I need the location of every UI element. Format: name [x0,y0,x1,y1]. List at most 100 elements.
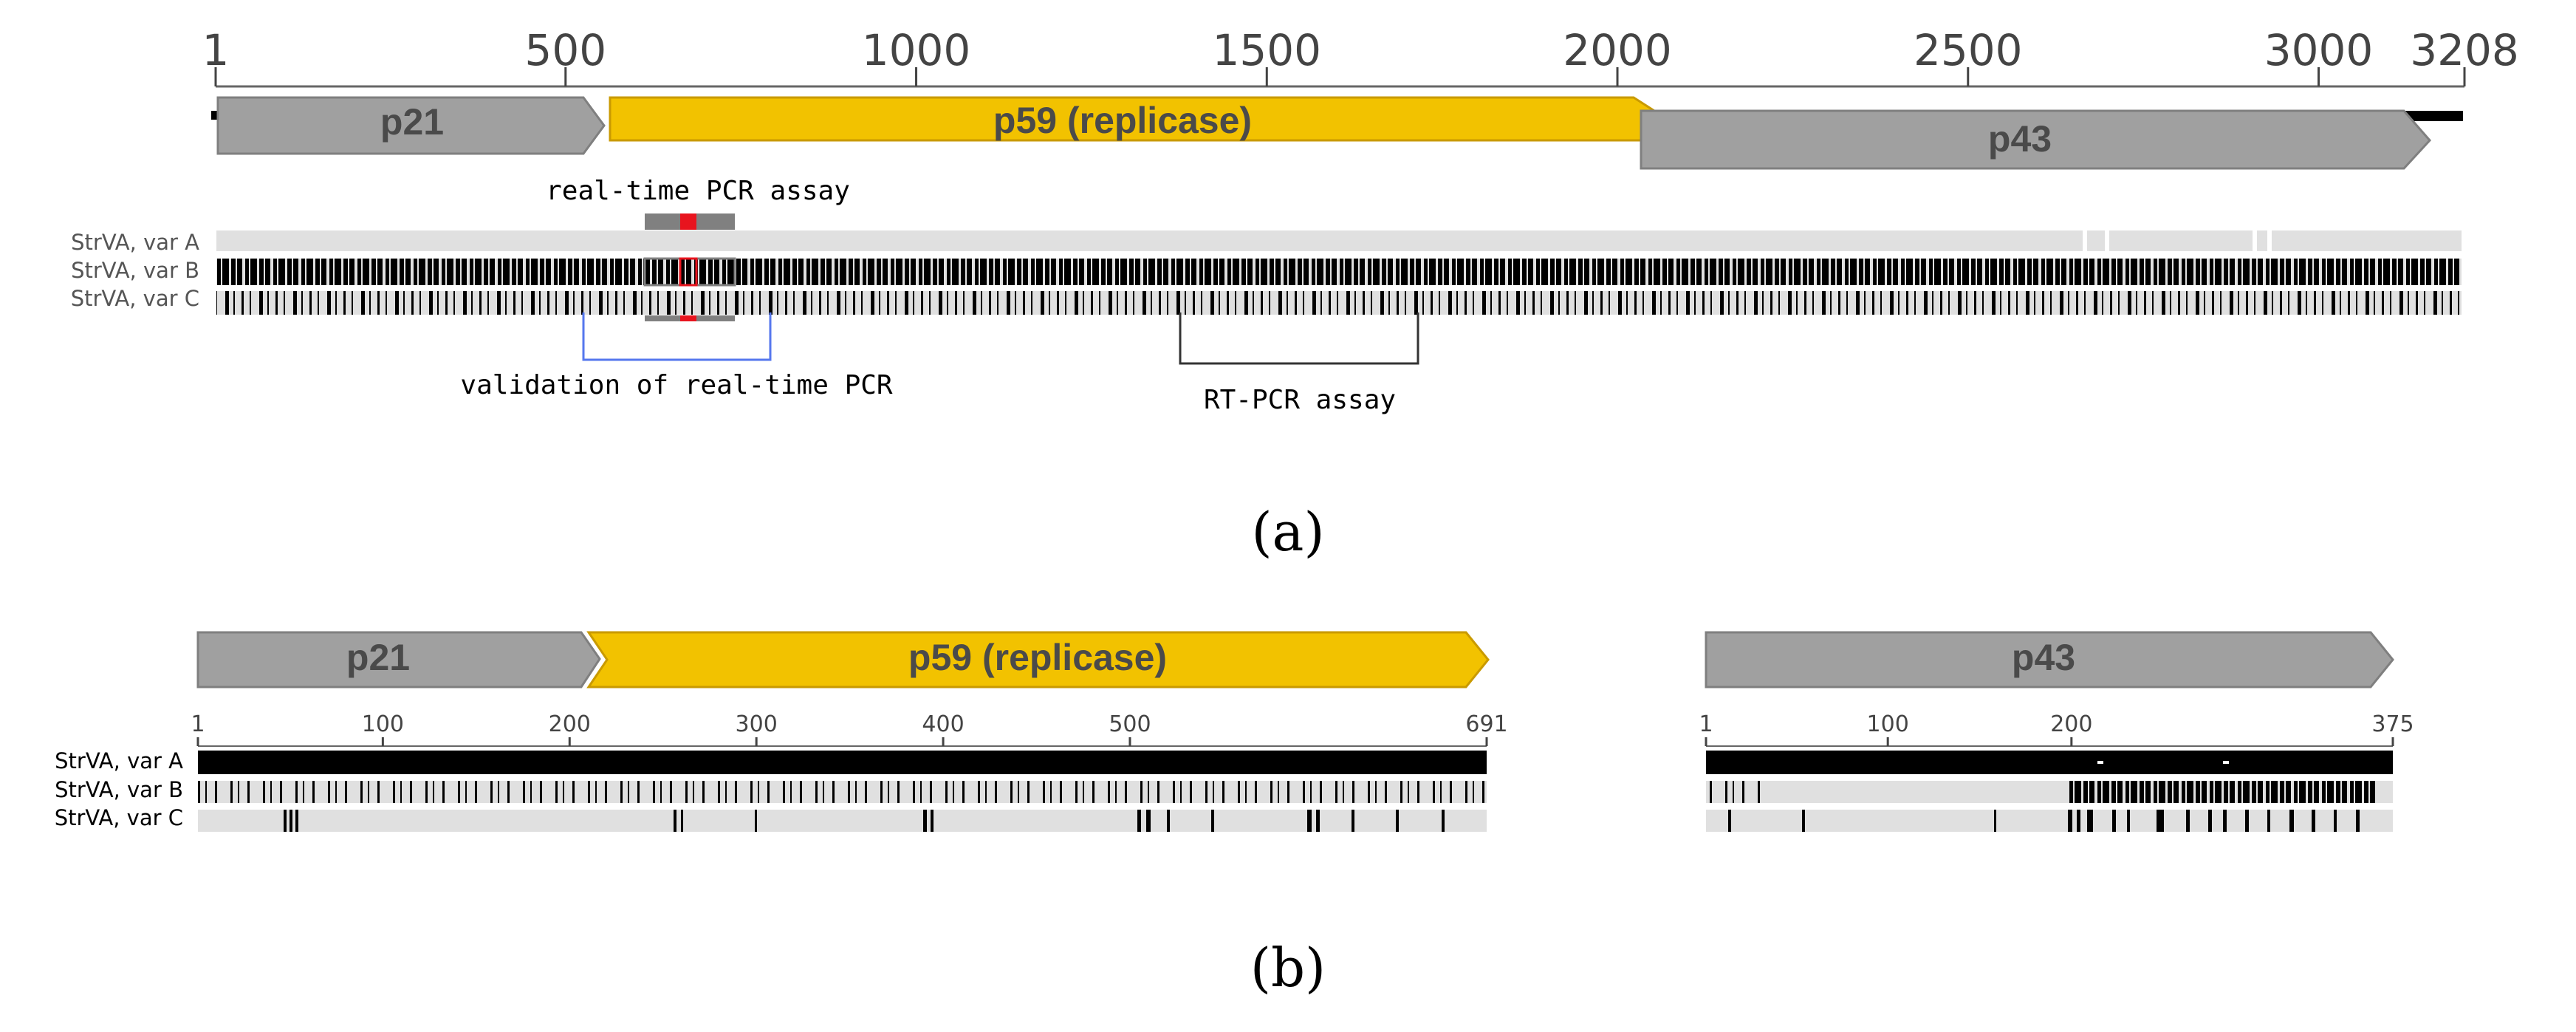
track-b-var-c-replicase [198,810,1487,832]
track-b-var-c-replicase-marks [284,810,1445,832]
variant-mark [2157,810,2164,832]
track-label-b-var-c: StrVA, var C [55,805,183,830]
variant-mark [755,810,757,832]
gene-label-p21-b: p21 [346,637,410,678]
track-label-var-a: StrVA, var A [71,230,199,255]
ruler-tick-label: 3208 [2410,25,2519,75]
variant-mark [1352,810,1354,832]
variant-mark [1994,810,1996,832]
variant-mark [1442,810,1445,832]
track-b-var-a-p43-gap [2223,761,2229,764]
track-var-a-gap [2267,230,2272,251]
variant-mark [2087,810,2093,832]
validation-bracket [582,312,772,361]
variant-mark [674,810,676,832]
ruler-tick-label: 2500 [1914,25,2023,75]
ruler-tick-label: 1000 [862,25,971,75]
panel-b: p21 p59 (replicase) p43 1 100 200 300 400 500… [55,631,2414,999]
variant-mark [1802,810,1805,832]
gene-arrow-p43-b [1705,631,2394,688]
ruler-tick-label: 1 [1699,711,1713,737]
caption-a: (a) [1251,501,1324,563]
replicase-ruler-ticks: 1 100 200 300 400 500 691 [191,711,1508,746]
track-var-b [216,259,2462,285]
track-label-b-var-a: StrVA, var A [55,748,183,773]
rtpcr-label: RT-PCR assay [1204,385,1396,415]
variant-mark [2245,810,2249,832]
track-b-var-b-replicase [198,781,1487,803]
variant-mark [2312,810,2315,832]
track-var-a-gap [2105,230,2109,251]
variant-mark [284,810,287,832]
ruler-ticks: 1 500 1000 1500 2000 2500 3000 3208 [202,25,2519,86]
track-label-var-b: StrVA, var B [71,258,199,283]
variant-mark [931,810,934,832]
realtime-pcr-label: real-time PCR assay [546,176,850,206]
track-label-b-var-b: StrVA, var B [55,777,183,802]
ruler-tick-label: 100 [362,711,404,737]
ruler-tick-label: 100 [1867,711,1909,737]
track-var-a-gap [2083,230,2087,251]
panel-a-genes: p21 p59 (replicase) p43 [216,96,2432,170]
track-b-var-b-p43-dense [2068,781,2378,803]
variant-mark [923,810,927,832]
variant-mark [295,810,298,832]
ruler-tick-label: 3000 [2264,25,2374,75]
ruler-tick-label: 1 [202,25,230,75]
realtime-pcr-probe-bottom [680,315,696,321]
ruler-tick-label: 500 [1109,711,1151,737]
gene-label-p21: p21 [380,101,444,143]
ruler-tick-label: 691 [1465,711,1507,737]
gene-label-p43-b: p43 [2012,637,2075,678]
track-b-var-c-p43 [1706,810,2393,832]
panel-a: 1 500 1000 1500 2000 2500 3000 3208 p21 p59 (re… [71,25,2519,563]
variant-mark [1307,810,1312,832]
track-label-var-c: StrVA, var C [71,286,199,311]
gene-arrow-p21 [216,96,606,155]
variant-mark [2186,810,2190,832]
variant-mark [1137,810,1141,832]
variant-mark [1316,810,1320,832]
variant-mark [681,810,683,832]
ruler-tick-label: 500 [524,25,606,75]
realtime-pcr-probe [680,213,696,230]
panel-a-ruler: 1 500 1000 1500 2000 2500 3000 3208 [202,25,2519,88]
ruler-tick-label: 1 [191,711,205,737]
track-b-var-b-p43-left [1706,781,1765,803]
variant-mark [2267,810,2270,832]
variant-mark [2289,810,2294,832]
gene-label-p59-b: p59 (replicase) [908,637,1167,678]
rtpcr-bracket [1179,312,1419,365]
variant-mark [1396,810,1399,832]
ruler-tick-label: 200 [2050,711,2092,737]
variant-mark [2077,810,2080,832]
gene-label-p59: p59 (replicase) [993,100,1252,141]
track-b-var-a-p43 [1706,751,2393,774]
variant-mark [1167,810,1170,832]
realtime-pcr-marker [643,213,736,321]
track-var-a-gap [2253,230,2257,251]
p43-ruler-ticks: 1 100 200 375 [1699,711,2414,746]
variant-mark [2223,810,2227,832]
variant-mark [1728,810,1731,832]
ruler-tick-label: 375 [2371,711,2414,737]
ruler-tick-label: 400 [922,711,964,737]
realtime-pcr-probe-box [679,257,698,287]
variant-mark [2356,810,2360,832]
gene-arrow-p21-b [196,631,601,688]
gene-label-p43: p43 [1988,118,2052,160]
genome-left-end [211,111,219,120]
variant-mark [1146,810,1151,832]
variant-mark [2127,810,2130,832]
ruler-tick-label: 200 [549,711,591,737]
ruler-tick-label: 300 [736,711,778,737]
variant-mark [290,810,292,832]
genome-right-end [2400,111,2463,121]
ruler-tick-label: 2000 [1563,25,1672,75]
track-b-var-a-p43-gap [2097,761,2103,764]
track-b-var-a-replicase [198,751,1487,774]
track-b-var-c-p43-marks [1728,810,2360,832]
variant-mark [2068,810,2072,832]
ruler-tick-label: 1500 [1212,25,1321,75]
